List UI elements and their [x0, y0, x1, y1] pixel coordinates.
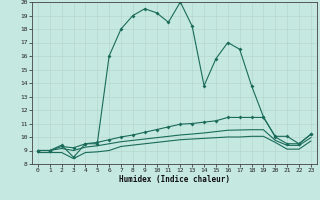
X-axis label: Humidex (Indice chaleur): Humidex (Indice chaleur): [119, 175, 230, 184]
